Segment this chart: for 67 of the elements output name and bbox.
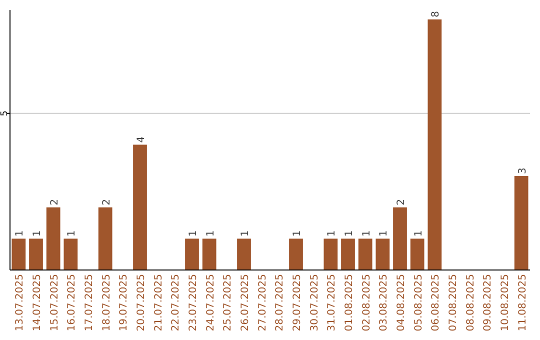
x-tick-label: 08.08.2025 [465, 274, 476, 332]
bar [428, 19, 442, 270]
data-label: 2 [101, 198, 112, 206]
data-label: 1 [326, 230, 338, 237]
data-label: 4 [136, 136, 147, 143]
x-tick-label: 17.07.2025 [84, 274, 95, 332]
x-tick-label: 05.08.2025 [413, 274, 424, 332]
x-tick-label: 18.07.2025 [101, 274, 112, 332]
data-label: 1 [361, 230, 372, 237]
data-label: 1 [205, 230, 216, 237]
bar [185, 238, 199, 270]
x-tick-label: 19.07.2025 [118, 274, 130, 332]
bar [202, 238, 216, 270]
data-label: 1 [378, 230, 390, 237]
x-tick-label: 25.07.2025 [222, 274, 234, 332]
data-label: 1 [240, 230, 251, 237]
data-label: 2 [396, 198, 407, 206]
x-tick-label: 21.07.2025 [153, 274, 164, 332]
x-tick-label: 07.08.2025 [448, 274, 459, 332]
bar [358, 238, 372, 270]
bar [289, 238, 303, 270]
data-label: 2 [49, 198, 60, 206]
data-label: 1 [66, 230, 78, 237]
x-tick-label: 15.07.2025 [49, 274, 60, 332]
x-tick-label: 14.07.2025 [32, 274, 43, 332]
bar [12, 238, 26, 270]
x-tick-label: 22.07.2025 [170, 274, 182, 332]
x-tick-label: 29.07.2025 [292, 274, 303, 332]
y-tick-label: 5 [0, 110, 10, 116]
x-tick-label: 23.07.2025 [188, 274, 199, 332]
x-tick-label: 06.08.2025 [430, 274, 442, 332]
x-tick-label: 01.08.2025 [344, 274, 355, 332]
x-tick-label: 04.08.2025 [396, 274, 407, 332]
data-label: 3 [517, 168, 528, 174]
x-tick-label: 28.07.2025 [274, 274, 286, 332]
x-tick-label: 13.07.2025 [14, 274, 26, 332]
bar [29, 238, 43, 270]
bar [341, 238, 355, 270]
data-label: 1 [292, 230, 303, 237]
data-label: 1 [14, 230, 26, 237]
bar [237, 238, 251, 270]
x-tick-label: 24.07.2025 [205, 274, 216, 332]
x-tick-label: 11.08.2025 [517, 274, 528, 332]
x-tick-label: 03.08.2025 [378, 274, 390, 332]
bar [46, 207, 60, 270]
data-label: 1 [413, 230, 424, 237]
data-label: 8 [430, 11, 442, 18]
x-tick-label: 20.07.2025 [136, 274, 147, 332]
bar [393, 207, 407, 270]
x-tick-label: 10.08.2025 [500, 274, 511, 332]
x-tick-label: 27.07.2025 [257, 274, 268, 332]
x-tick-label: 30.07.2025 [309, 274, 320, 332]
x-tick-label: 09.08.2025 [482, 274, 494, 332]
bar [410, 238, 424, 270]
bar [514, 176, 528, 270]
data-label: 1 [32, 230, 43, 237]
bar [64, 238, 78, 270]
data-label: 1 [188, 230, 199, 237]
data-label: 1 [344, 230, 355, 237]
bar [98, 207, 112, 270]
bar [324, 238, 338, 270]
bar [376, 238, 390, 270]
bar [133, 144, 147, 270]
x-tick-label: 26.07.2025 [240, 274, 251, 332]
x-tick-label: 02.08.2025 [361, 274, 372, 332]
x-tick-label: 16.07.2025 [66, 274, 78, 332]
x-tick-label: 31.07.2025 [326, 274, 338, 332]
